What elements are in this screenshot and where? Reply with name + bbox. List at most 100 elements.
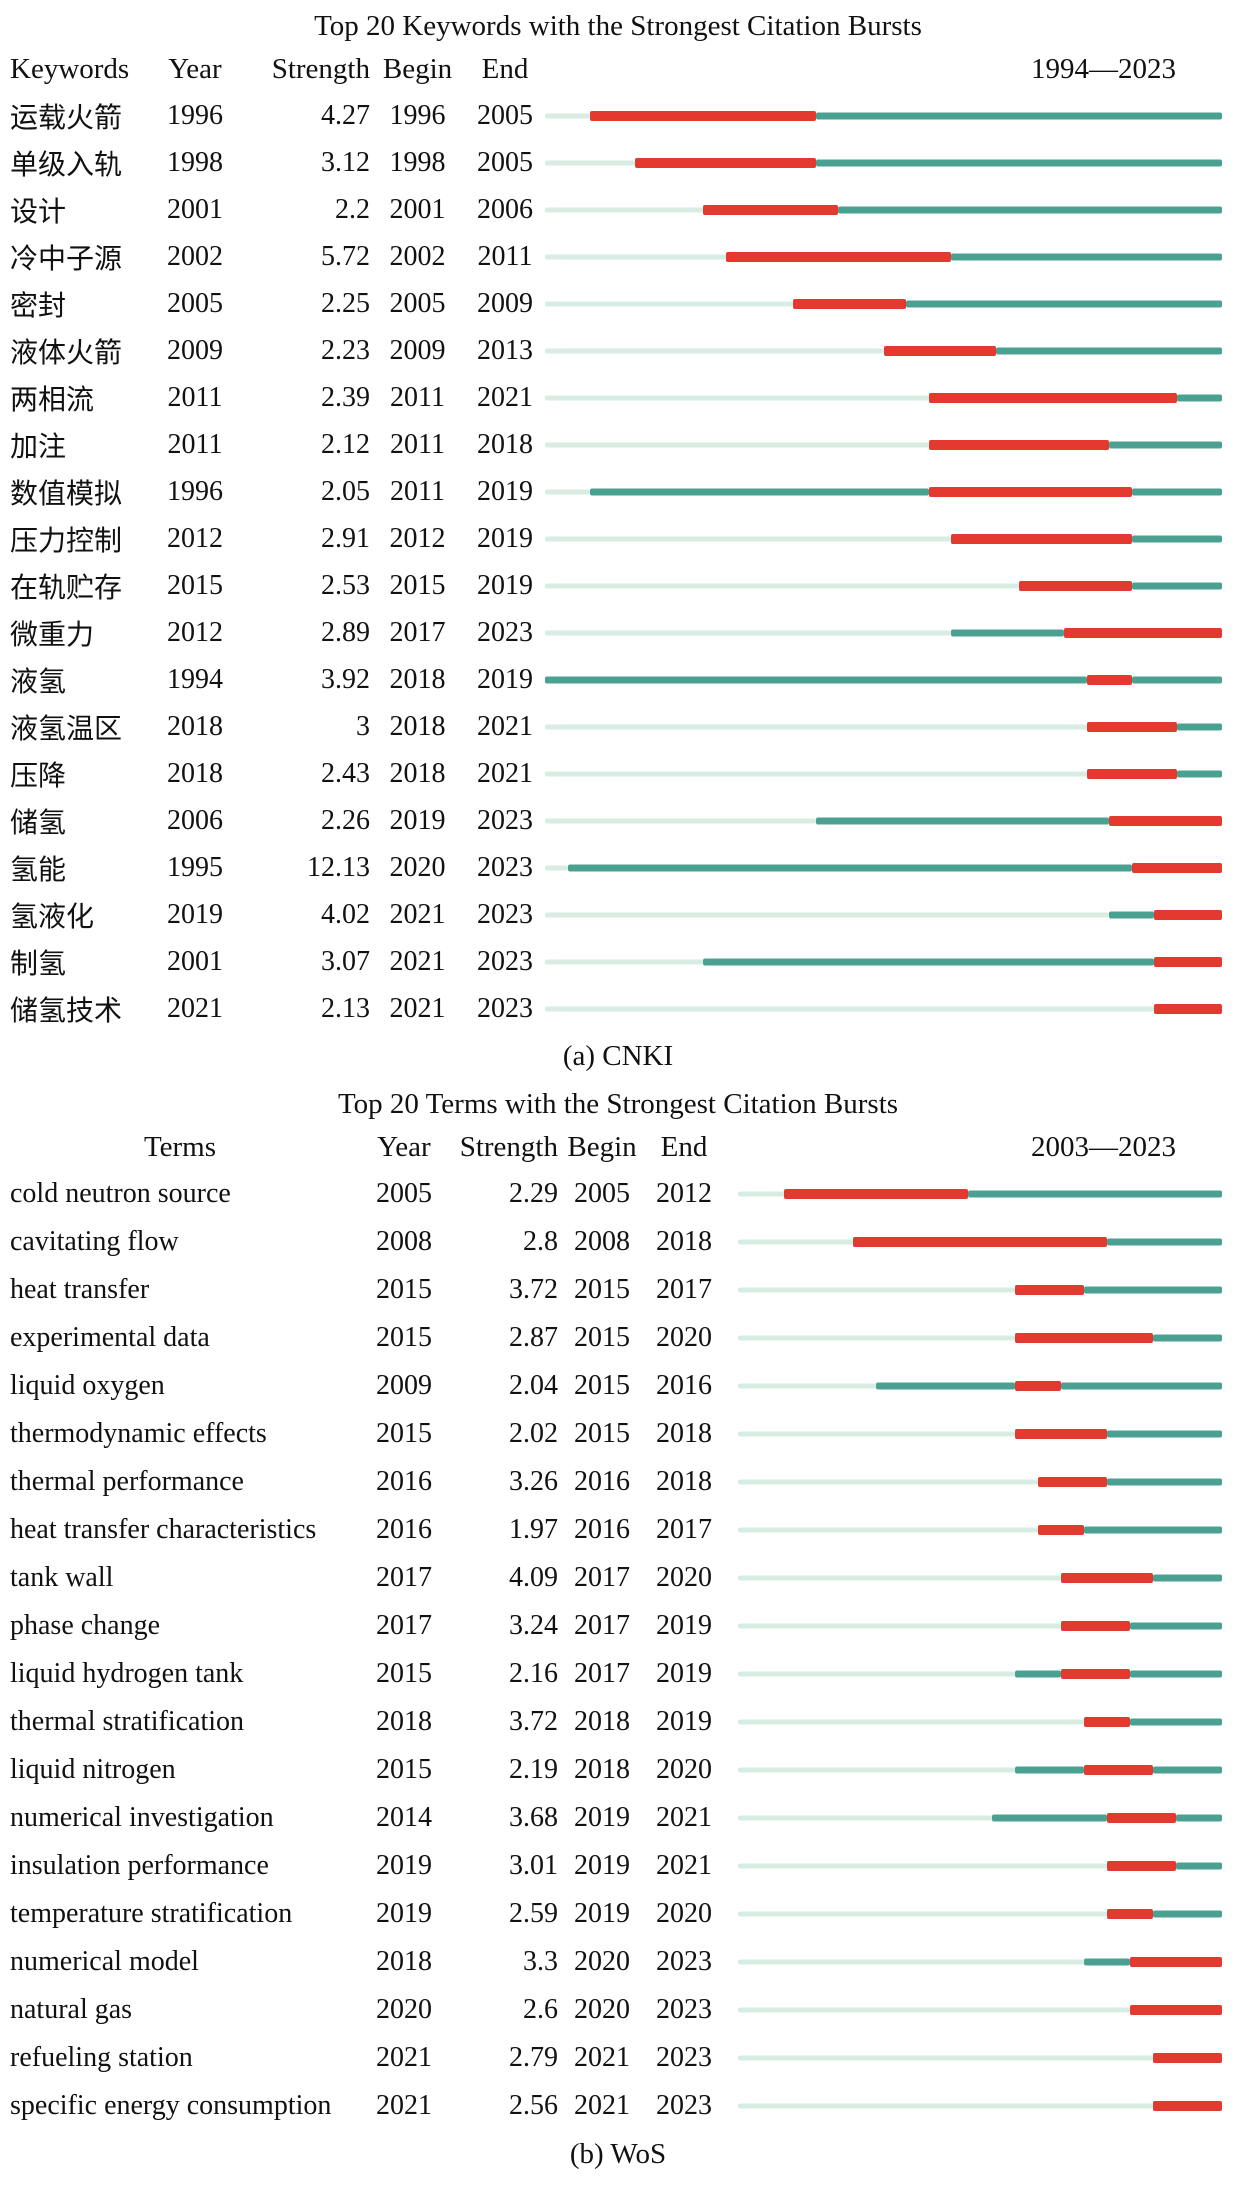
row-label: 在轨贮存 [10,572,123,604]
row-label: liquid oxygen [10,1370,165,1401]
burst-row: 储氢 2006 2.26 2019 2023 [0,797,1236,844]
active-segment [1129,1718,1222,1726]
column-headers: Keywords Year Strength Begin End 1994—20… [0,46,1236,92]
row-label: refueling station [10,2042,193,2073]
active-segment [906,300,1222,307]
active-segment [1175,1862,1222,1870]
row-end: 2017 [656,1514,712,1545]
pre-term-segment [738,1863,1107,1869]
row-year: 2005 [376,1178,432,1209]
row-strength: 2.04 [509,1370,558,1401]
row-begin: 2016 [574,1514,630,1545]
row-strength: 2.2 [335,193,370,225]
row-year: 2009 [167,334,223,366]
row-begin: 2015 [574,1370,630,1401]
row-label: experimental data [10,1322,210,1353]
burst-segment [853,1237,1107,1247]
row-year: 2019 [167,898,223,930]
row-end: 2021 [656,1802,712,1833]
burst-segment [725,251,952,262]
pre-term-segment [545,395,929,400]
row-begin: 2017 [574,1610,630,1641]
burst-segment [1064,627,1222,638]
active-segment [876,1382,1015,1390]
row-label: numerical model [10,1946,199,1977]
pre-term-segment [738,2007,1130,2013]
row-label: 液氢温区 [10,713,123,745]
panel-title: Top 20 Keywords with the Strongest Citat… [314,10,922,42]
pre-term-segment [545,207,703,212]
burst-row: experimental data 2015 2.87 2015 2020 [0,1314,1236,1362]
row-year: 2008 [376,1226,432,1257]
timeline-track [545,107,1222,125]
row-begin: 2017 [389,616,446,648]
active-segment [1131,535,1222,542]
row-year: 2002 [167,240,223,272]
burst-row: tank wall 2017 4.09 2017 2020 [0,1554,1236,1602]
row-begin: 2020 [574,1946,630,1977]
panel-caption: (b) WoS [569,2138,667,2170]
row-begin: 2005 [574,1178,630,1209]
burst-row: liquid hydrogen tank 2015 2.16 2017 2019 [0,1650,1236,1698]
timeline-track [545,1000,1222,1018]
row-year: 2005 [167,287,223,319]
row-strength: 3.72 [509,1706,558,1737]
burst-segment [1106,1813,1176,1823]
row-end: 2017 [656,1274,712,1305]
panel-caption: (a) CNKI [562,1040,674,1072]
col-header-begin: Begin [382,52,453,85]
burst-row: liquid nitrogen 2015 2.19 2018 2020 [0,1746,1236,1794]
pre-term-segment [738,1287,1015,1293]
active-segment [1152,1574,1222,1582]
row-label: 单级入轨 [10,149,123,181]
active-segment [1014,1670,1061,1678]
column-headers: Terms Year Strength Begin End 2003—2023 [0,1124,1236,1170]
row-strength: 2.79 [509,2042,558,2073]
row-label: 液体火箭 [10,337,123,369]
panel-wos: Top 20 Terms with the Strongest Citation… [0,1084,1236,2174]
row-end: 2005 [477,146,533,178]
burst-row: heat transfer 2015 3.72 2015 2017 [0,1266,1236,1314]
burst-segment [883,345,997,356]
row-year: 2011 [167,381,223,413]
row-begin: 2020 [389,851,446,883]
row-year: 2019 [376,1850,432,1881]
burst-row: thermodynamic effects 2015 2.02 2015 2018 [0,1410,1236,1458]
row-end: 2023 [477,992,533,1024]
timeline-track [545,577,1222,595]
burst-row: 氢液化 2019 4.02 2021 2023 [0,891,1236,938]
row-end: 2020 [656,1322,712,1353]
row-begin: 2001 [389,193,446,225]
row-year: 2011 [167,428,223,460]
row-strength: 5.72 [321,240,370,272]
burst-row: numerical investigation 2014 3.68 2019 2021 [0,1794,1236,1842]
row-year: 2016 [376,1514,432,1545]
rows-container-wos: cold neutron source 2005 2.29 2005 2012 cavit… [0,1170,1236,2130]
burst-row: 压降 2018 2.43 2018 2021 [0,750,1236,797]
row-strength: 2.05 [321,475,370,507]
pre-term-segment [545,348,884,353]
burst-row: 运载火箭 1996 4.27 1996 2005 [0,92,1236,139]
row-strength: 3 [356,710,370,742]
burst-row: numerical model 2018 3.3 2020 2023 [0,1938,1236,1986]
burst-row: 设计 2001 2.2 2001 2006 [0,186,1236,233]
row-strength: 4.27 [321,99,370,131]
active-segment [1131,488,1222,495]
period-range-label: 1994—2023 [1031,52,1176,85]
burst-row: 液氢 1994 3.92 2018 2019 [0,656,1236,703]
burst-segment [1086,674,1132,685]
row-end: 2023 [477,851,533,883]
timeline-track [738,1857,1222,1875]
row-end: 2020 [656,1754,712,1785]
row-begin: 2019 [389,804,446,836]
burst-row: 储氢技术 2021 2.13 2021 2023 [0,985,1236,1032]
row-strength: 3.72 [509,1274,558,1305]
row-strength: 2.16 [509,1658,558,1689]
pre-term-segment [545,865,568,870]
row-end: 2019 [477,475,533,507]
row-year: 2015 [376,1754,432,1785]
row-label: temperature stratification [10,1898,293,1929]
row-label: 储氢技术 [10,995,123,1027]
row-strength: 3.12 [321,146,370,178]
pre-term-segment [738,1719,1084,1725]
